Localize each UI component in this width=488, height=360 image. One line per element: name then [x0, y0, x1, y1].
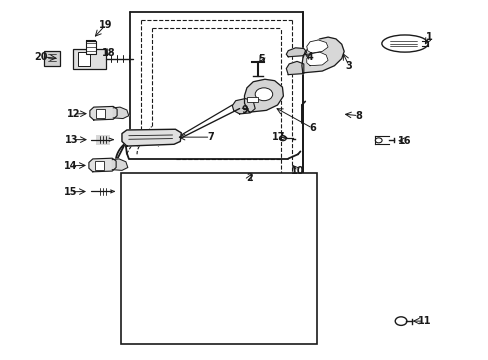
Text: 8: 8 [355, 111, 362, 121]
Bar [86, 41, 96, 54]
Text: 3: 3 [345, 61, 352, 71]
Text: 14: 14 [63, 161, 77, 171]
Text: 13: 13 [65, 135, 79, 145]
Text: 4: 4 [306, 52, 313, 62]
Bar [44, 51, 60, 66]
Polygon shape [89, 158, 116, 172]
Polygon shape [244, 79, 283, 112]
Text: 7: 7 [206, 132, 213, 142]
Text: 10: 10 [291, 166, 304, 176]
Polygon shape [122, 129, 181, 146]
Polygon shape [306, 40, 327, 53]
Text: 19: 19 [99, 19, 112, 30]
Text: 11: 11 [417, 316, 430, 326]
Text: 16: 16 [397, 136, 411, 146]
Text: 2: 2 [245, 173, 252, 183]
Text: 15: 15 [63, 187, 77, 197]
Polygon shape [301, 37, 344, 73]
Polygon shape [286, 48, 306, 57]
Text: 20: 20 [35, 52, 48, 62]
Text: 17: 17 [271, 132, 285, 142]
Bar [96, 109, 105, 118]
Bar [96, 135, 110, 145]
Text: 9: 9 [241, 105, 247, 115]
Text: 18: 18 [102, 48, 115, 58]
Polygon shape [286, 62, 303, 75]
Circle shape [255, 88, 272, 101]
Ellipse shape [381, 35, 427, 52]
Bar [95, 161, 104, 170]
Polygon shape [306, 52, 327, 66]
Text: 12: 12 [66, 109, 80, 119]
Bar [78, 52, 90, 66]
Bar [120, 173, 317, 344]
Bar [246, 97, 257, 102]
Polygon shape [112, 159, 127, 170]
Polygon shape [90, 107, 117, 120]
Text: 5: 5 [258, 54, 264, 64]
Text: 1: 1 [425, 32, 432, 42]
Text: 6: 6 [308, 123, 315, 133]
Bar [73, 49, 106, 69]
Polygon shape [113, 107, 128, 118]
Polygon shape [232, 99, 255, 114]
